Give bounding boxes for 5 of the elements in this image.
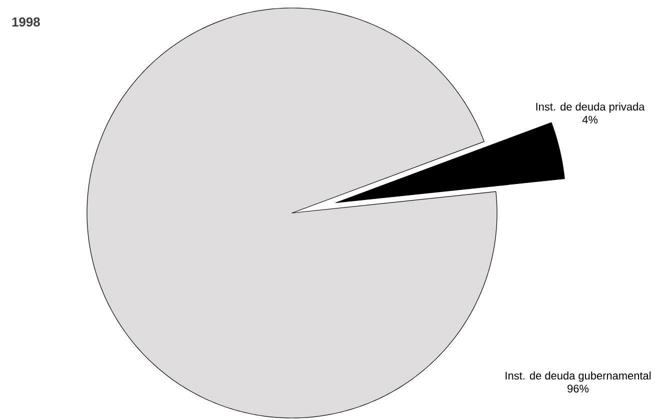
text: 1998: [12, 17, 40, 27]
data-label: 4%: [582, 116, 598, 124]
slice-label: Inst. de deuda privada: [536, 102, 645, 113]
slice-label: Inst. de deuda gubernamental: [506, 372, 651, 382]
data-label: 96%: [568, 384, 589, 392]
